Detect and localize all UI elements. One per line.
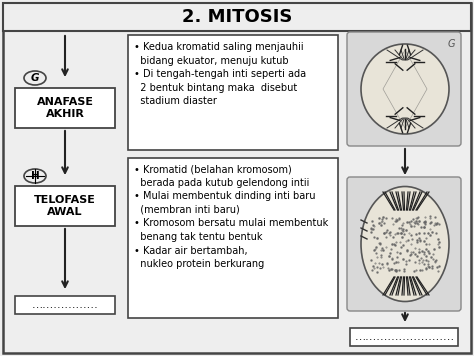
FancyBboxPatch shape xyxy=(347,177,461,311)
Text: ………………………: ……………………… xyxy=(355,332,455,342)
Text: G: G xyxy=(31,73,39,83)
Text: 2. MITOSIS: 2. MITOSIS xyxy=(182,8,292,26)
FancyBboxPatch shape xyxy=(350,328,458,346)
FancyBboxPatch shape xyxy=(128,35,338,150)
Text: • Kromatid (belahan kromosom)
  berada pada kutub gelendong intii
• Mulai memben: • Kromatid (belahan kromosom) berada pad… xyxy=(134,164,328,269)
Ellipse shape xyxy=(24,71,46,85)
Text: G: G xyxy=(447,39,455,49)
Text: ………………: ……………… xyxy=(32,300,99,310)
FancyBboxPatch shape xyxy=(3,3,471,353)
FancyBboxPatch shape xyxy=(15,296,115,314)
Text: • Kedua kromatid saling menjauhii
  bidang ekuator, menuju kutub
• Di tengah-ten: • Kedua kromatid saling menjauhii bidang… xyxy=(134,42,306,106)
Ellipse shape xyxy=(24,169,46,183)
Text: ANAFASE
AKHIR: ANAFASE AKHIR xyxy=(36,97,93,119)
Text: TELOFASE
AWAL: TELOFASE AWAL xyxy=(34,195,96,217)
FancyBboxPatch shape xyxy=(15,88,115,128)
FancyBboxPatch shape xyxy=(3,3,471,31)
FancyBboxPatch shape xyxy=(347,32,461,146)
Ellipse shape xyxy=(361,44,449,134)
FancyBboxPatch shape xyxy=(128,158,338,318)
Text: H: H xyxy=(31,171,39,181)
FancyBboxPatch shape xyxy=(15,186,115,226)
Ellipse shape xyxy=(361,187,449,302)
